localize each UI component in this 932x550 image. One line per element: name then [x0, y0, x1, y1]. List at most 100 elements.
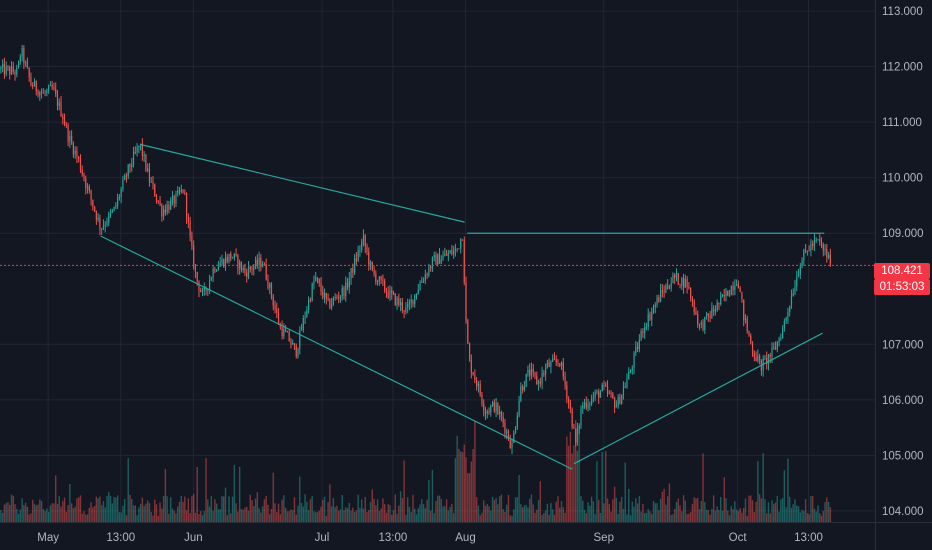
candle-body — [9, 67, 11, 75]
volume-bar — [613, 486, 616, 522]
candle-body — [518, 400, 520, 416]
volume-bar — [3, 504, 6, 522]
volume-bar — [247, 510, 250, 522]
volume-bar — [658, 510, 660, 522]
candle-body — [509, 439, 511, 449]
volume-bar — [346, 508, 349, 522]
volume-bar — [612, 499, 614, 522]
volume-bar — [527, 507, 529, 522]
volume-bar — [484, 505, 487, 522]
candle-body — [272, 296, 274, 306]
volume-bar — [40, 500, 43, 522]
volume-bar — [134, 505, 136, 522]
candle-body — [74, 150, 76, 155]
volume-bar — [452, 513, 455, 522]
candle-body — [751, 343, 754, 354]
candle-body — [601, 384, 603, 392]
volume-bar — [711, 508, 713, 522]
candle-body — [493, 402, 495, 411]
candle-body — [81, 170, 83, 175]
volume-bar — [127, 458, 129, 522]
volume-bar — [665, 504, 667, 522]
bar-countdown-badge: 01:53:03 — [874, 279, 930, 296]
price-axis[interactable]: 113.000 112.000 111.000 110.000 109.000 107.0… — [882, 6, 924, 518]
volume-bar — [794, 499, 796, 522]
volume-bar — [755, 501, 757, 522]
candle-body — [659, 289, 662, 302]
candle-body — [352, 268, 354, 273]
volume-bar — [240, 509, 243, 522]
candle-body — [281, 326, 283, 337]
volume-bar — [622, 508, 625, 522]
candle-body — [652, 306, 655, 312]
candle-body — [318, 279, 320, 284]
trendlines[interactable] — [100, 143, 825, 470]
candle-body — [33, 81, 36, 87]
volume-bar — [364, 496, 366, 522]
price-tick-label: 111.000 — [882, 117, 922, 129]
candle-body — [152, 181, 154, 185]
volume-bar — [191, 495, 193, 522]
candle-body — [651, 311, 653, 320]
candle-body — [476, 379, 478, 387]
volume-bar — [272, 472, 274, 522]
candle-body — [679, 284, 681, 286]
candle-body — [14, 71, 16, 75]
volume-bar — [30, 513, 32, 522]
price-tick-label: 110.000 — [882, 173, 923, 185]
volume-bar — [491, 496, 494, 522]
candle-body — [228, 253, 230, 262]
volume-bar — [532, 504, 534, 522]
candle-body — [189, 221, 191, 236]
candle-body — [263, 264, 266, 266]
volume-bar — [322, 499, 324, 522]
candle-body — [453, 250, 455, 255]
volume-bar — [403, 460, 405, 522]
candle-body — [803, 249, 805, 261]
volume-bar — [481, 512, 483, 522]
candle-body — [481, 394, 483, 404]
volume-bar — [401, 497, 404, 522]
time-axis[interactable]: May 13:00 Jun Jul 13:00 Aug Sep Oct 13:00 — [37, 532, 823, 544]
volume-bar — [376, 499, 379, 522]
volume-bar — [596, 461, 598, 522]
volume-bar — [256, 492, 259, 522]
volume-bar — [576, 450, 579, 522]
volume-bar — [375, 505, 377, 522]
volume-bar — [734, 501, 736, 522]
volume-bar — [564, 512, 566, 522]
candle-body — [628, 371, 630, 380]
price-tick-label: 106.000 — [882, 395, 924, 407]
candle-body — [40, 92, 43, 94]
candle-body — [237, 255, 239, 269]
volume-bar — [21, 498, 23, 522]
candle-body — [290, 341, 292, 345]
candle-body — [394, 293, 396, 306]
volume-bar — [804, 499, 807, 522]
volume-bar — [732, 509, 734, 522]
candle-body — [118, 197, 120, 199]
trendline[interactable] — [573, 332, 823, 465]
volume-bar — [757, 461, 759, 522]
candle-body — [537, 381, 540, 385]
volume-bar — [486, 503, 488, 522]
volume-bar — [201, 515, 204, 522]
candle-body — [60, 102, 62, 117]
volume-bar — [737, 510, 740, 522]
candle-body — [799, 266, 801, 275]
volume-bar — [394, 494, 396, 522]
candle-body — [631, 367, 633, 371]
candle-body — [191, 235, 193, 246]
volume-bar — [697, 498, 699, 522]
trendline[interactable] — [100, 235, 573, 470]
candle-body — [575, 428, 577, 443]
volume-bar — [695, 498, 697, 522]
candle-body — [633, 352, 635, 368]
volume-bar — [797, 506, 800, 522]
volume-bar — [465, 457, 467, 522]
volume-bar — [233, 464, 236, 522]
volume-bar — [758, 494, 761, 522]
price-tick-label: 107.000 — [882, 339, 924, 351]
trendline[interactable] — [139, 143, 465, 223]
